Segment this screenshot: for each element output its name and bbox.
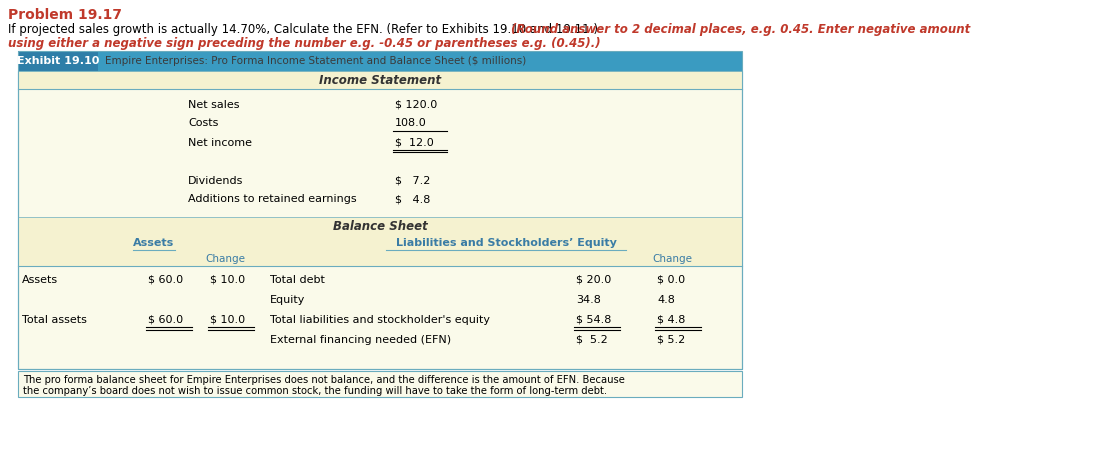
FancyBboxPatch shape bbox=[18, 251, 741, 266]
Text: $ 4.8: $ 4.8 bbox=[657, 315, 686, 325]
Text: Income Statement: Income Statement bbox=[319, 74, 442, 87]
Text: $ 5.2: $ 5.2 bbox=[657, 335, 686, 345]
FancyBboxPatch shape bbox=[18, 51, 98, 71]
Text: Exhibit 19.10: Exhibit 19.10 bbox=[17, 56, 99, 66]
Text: 34.8: 34.8 bbox=[576, 295, 601, 305]
Text: 4.8: 4.8 bbox=[657, 295, 675, 305]
FancyBboxPatch shape bbox=[18, 371, 741, 397]
Text: Change: Change bbox=[652, 253, 692, 263]
Text: If projected sales growth is actually 14.70%, Calculate the EFN. (Refer to Exhib: If projected sales growth is actually 14… bbox=[8, 23, 602, 36]
FancyBboxPatch shape bbox=[18, 51, 741, 71]
Text: Total assets: Total assets bbox=[22, 315, 87, 325]
Text: Additions to retained earnings: Additions to retained earnings bbox=[188, 194, 357, 204]
FancyBboxPatch shape bbox=[18, 217, 741, 235]
Text: Total liabilities and stockholder's equity: Total liabilities and stockholder's equi… bbox=[270, 315, 489, 325]
Text: Net income: Net income bbox=[188, 138, 252, 147]
Text: $ 54.8: $ 54.8 bbox=[576, 315, 611, 325]
Text: Assets: Assets bbox=[22, 275, 58, 285]
FancyBboxPatch shape bbox=[18, 235, 741, 251]
Text: Dividends: Dividends bbox=[188, 175, 243, 185]
Text: $ 10.0: $ 10.0 bbox=[210, 315, 245, 325]
Text: Liabilities and Stockholders’ Equity: Liabilities and Stockholders’ Equity bbox=[396, 238, 617, 248]
Text: Total debt: Total debt bbox=[270, 275, 324, 285]
Text: $ 60.0: $ 60.0 bbox=[148, 315, 183, 325]
Text: the company’s board does not wish to issue common stock, the funding will have t: the company’s board does not wish to iss… bbox=[23, 386, 608, 396]
FancyBboxPatch shape bbox=[18, 71, 741, 89]
Text: Net sales: Net sales bbox=[188, 100, 240, 110]
Text: using either a negative sign preceding the number e.g. -0.45 or parentheses e.g.: using either a negative sign preceding t… bbox=[8, 37, 601, 50]
Text: (Round answer to 2 decimal places, e.g. 0.45. Enter negative amount: (Round answer to 2 decimal places, e.g. … bbox=[511, 23, 970, 36]
Text: Empire Enterprises: Pro Forma Income Statement and Balance Sheet ($ millions): Empire Enterprises: Pro Forma Income Sta… bbox=[105, 56, 526, 66]
Text: Balance Sheet: Balance Sheet bbox=[332, 220, 427, 233]
Text: External financing needed (EFN): External financing needed (EFN) bbox=[270, 335, 452, 345]
Text: $  12.0: $ 12.0 bbox=[395, 138, 434, 147]
Text: Costs: Costs bbox=[188, 119, 219, 129]
Text: $  5.2: $ 5.2 bbox=[576, 335, 608, 345]
Text: 108.0: 108.0 bbox=[395, 119, 427, 129]
Text: $ 0.0: $ 0.0 bbox=[657, 275, 685, 285]
Text: Equity: Equity bbox=[270, 295, 306, 305]
Text: $   7.2: $ 7.2 bbox=[395, 175, 430, 185]
Text: $ 60.0: $ 60.0 bbox=[148, 275, 183, 285]
Text: Assets: Assets bbox=[134, 238, 175, 248]
FancyBboxPatch shape bbox=[18, 71, 741, 369]
Text: Problem 19.17: Problem 19.17 bbox=[8, 8, 122, 22]
Text: Change: Change bbox=[205, 253, 245, 263]
Text: $ 20.0: $ 20.0 bbox=[576, 275, 611, 285]
Text: $ 10.0: $ 10.0 bbox=[210, 275, 245, 285]
Text: $   4.8: $ 4.8 bbox=[395, 194, 430, 204]
Text: The pro forma balance sheet for Empire Enterprises does not balance, and the dif: The pro forma balance sheet for Empire E… bbox=[23, 375, 624, 385]
Text: $ 120.0: $ 120.0 bbox=[395, 100, 437, 110]
